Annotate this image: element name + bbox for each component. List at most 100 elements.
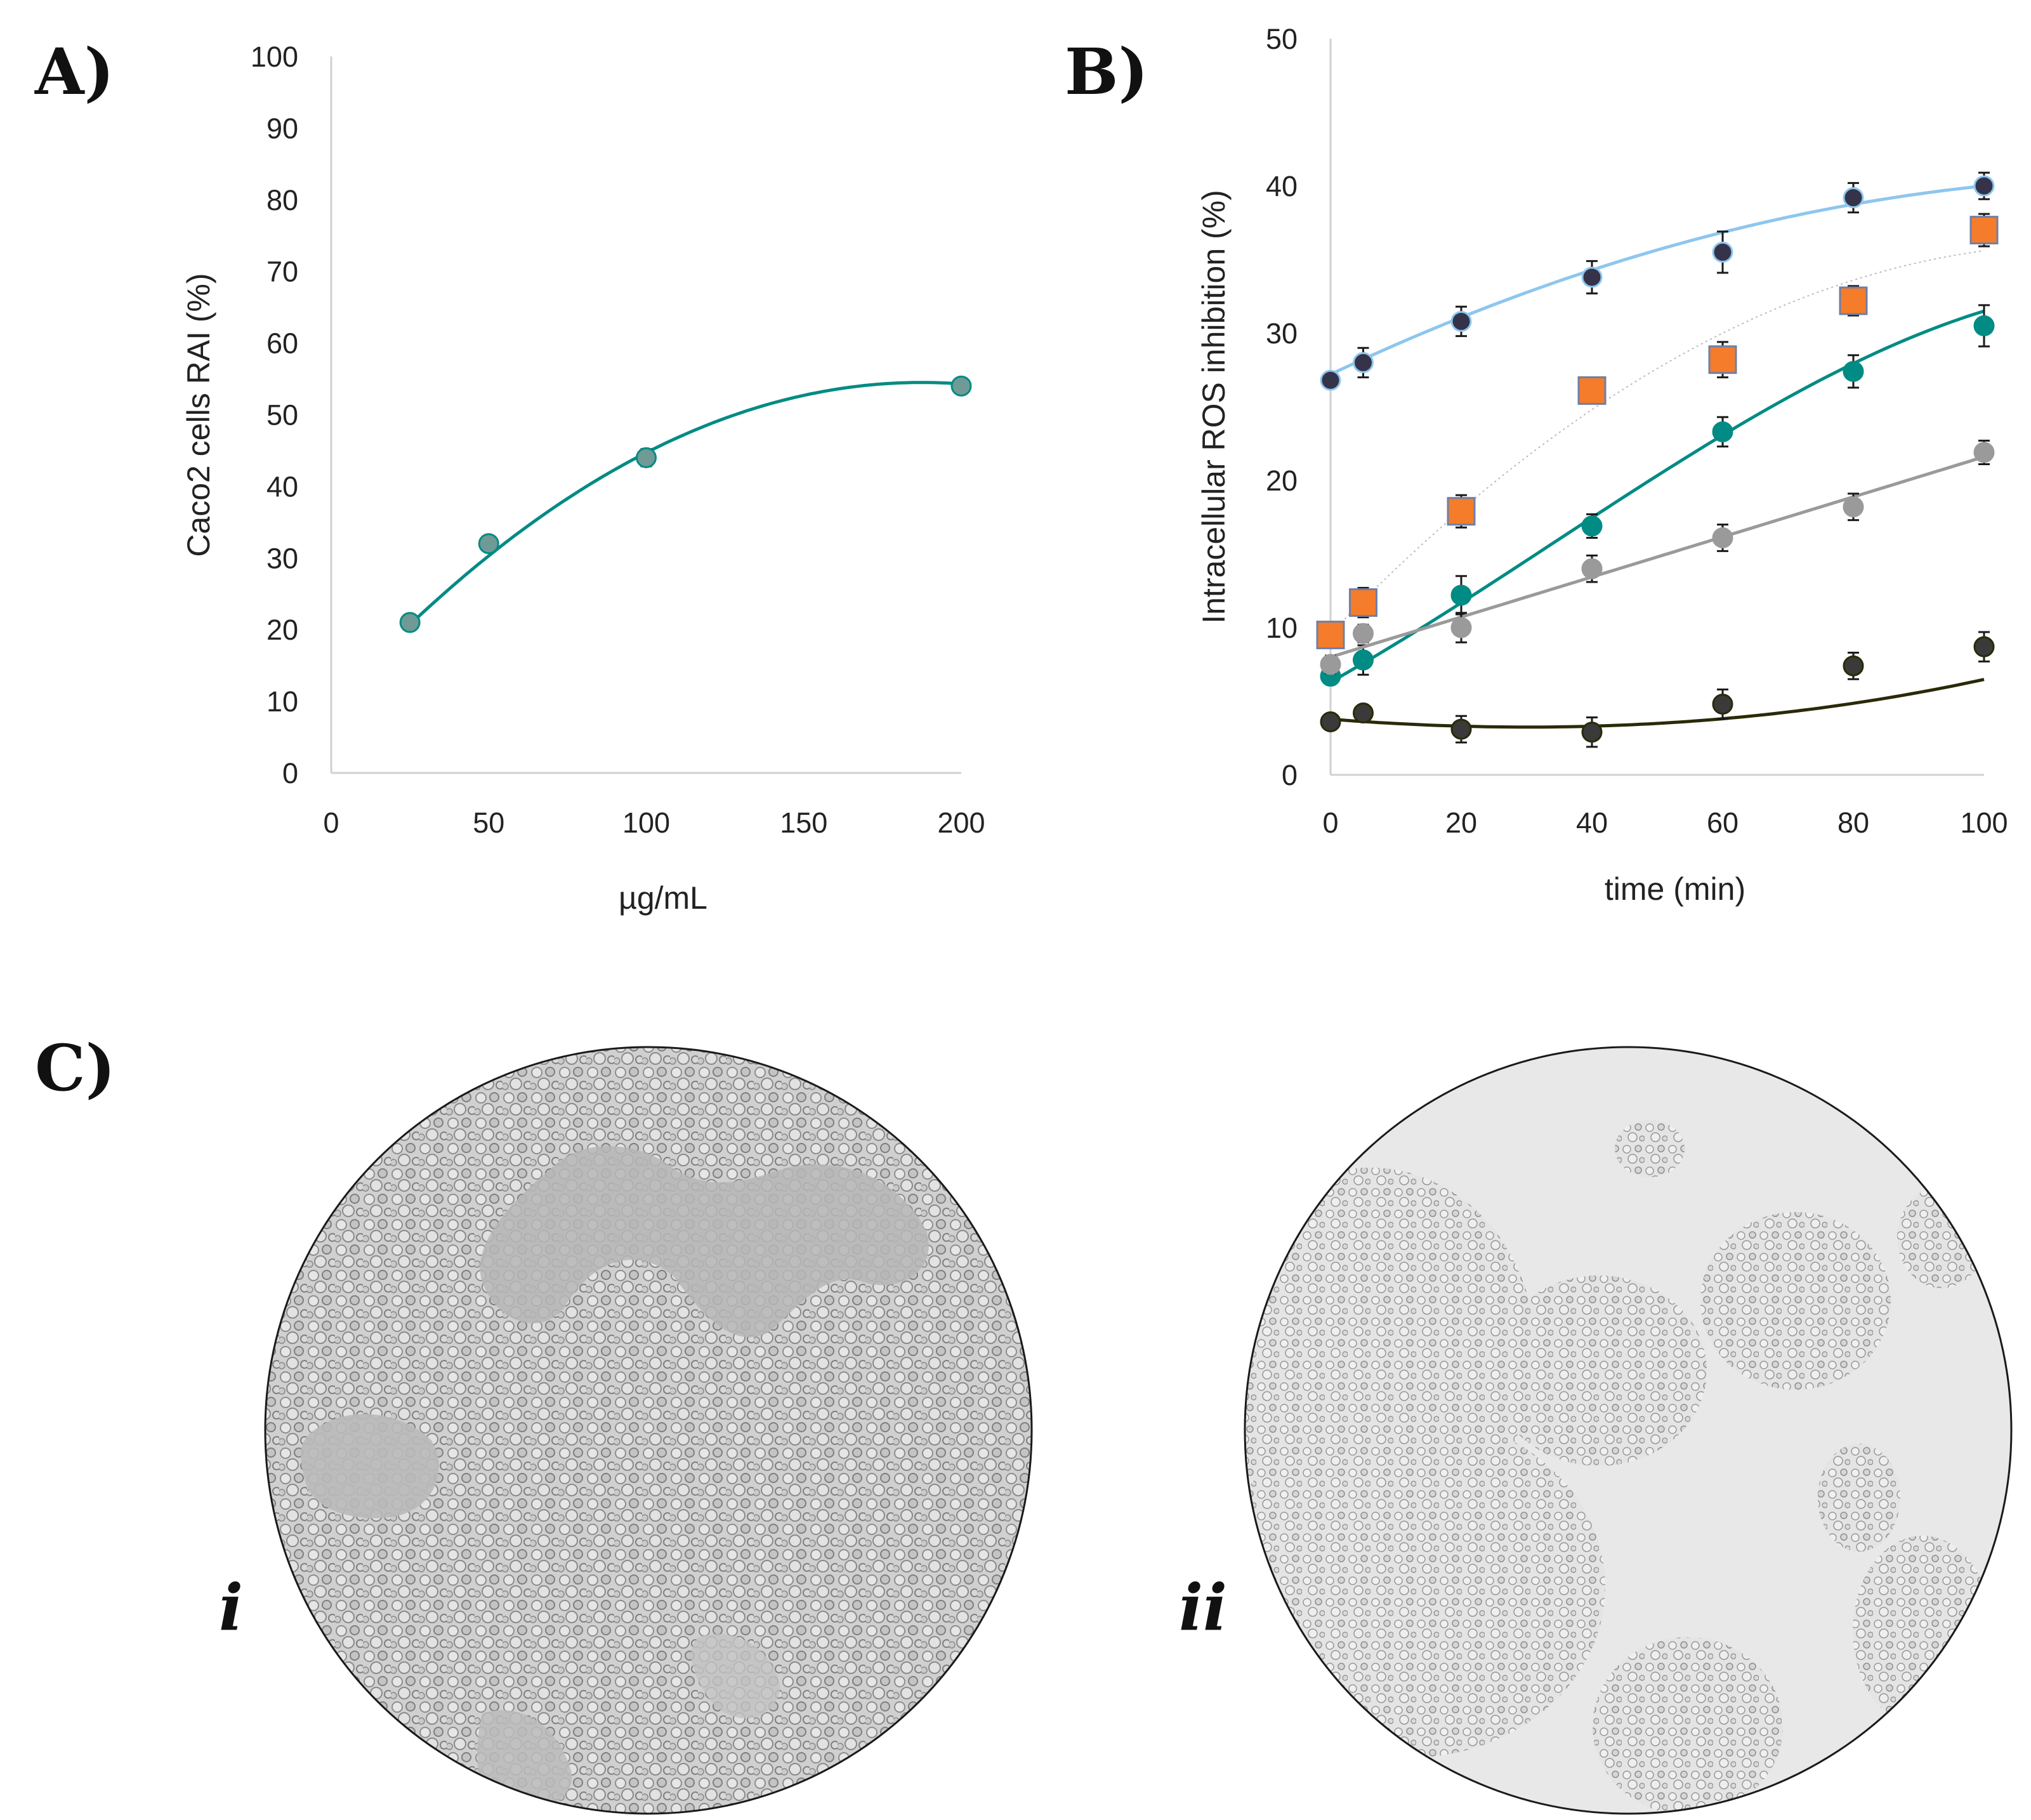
data-point <box>1973 442 1995 463</box>
data-point <box>1450 584 1472 606</box>
micrograph-i-content <box>265 1047 1032 1814</box>
series-dark <box>1320 631 1995 748</box>
data-point <box>1843 496 1864 518</box>
series-orange <box>1316 213 1999 650</box>
chart-b-x-tick: 0 <box>1322 807 1338 839</box>
chart-b-x-tick: 80 <box>1837 807 1869 839</box>
chart-a-x-tick: 200 <box>937 807 985 839</box>
data-point <box>1581 515 1603 537</box>
cell-colony-4 <box>1245 1415 1605 1758</box>
data-point <box>1353 623 1374 644</box>
data-point <box>1708 345 1737 374</box>
chart-a-y-tick: 90 <box>266 112 298 145</box>
data-point <box>1973 636 1995 657</box>
chart-a-x-tick: 50 <box>473 807 504 839</box>
chart-a-y-tick: 30 <box>266 542 298 574</box>
data-point <box>1581 722 1603 743</box>
data-point <box>1353 702 1374 724</box>
micrograph-i-border <box>264 1046 1033 1815</box>
data-point <box>950 375 972 397</box>
data-point <box>399 612 421 633</box>
chart-a-x-tick: 100 <box>622 807 670 839</box>
data-point <box>1353 352 1374 373</box>
data-point <box>1353 649 1374 671</box>
chart-b-y-tick: 20 <box>1266 465 1298 497</box>
chart-b-y-tick: 40 <box>1266 170 1298 202</box>
chart-a-y-tick: 100 <box>251 41 298 73</box>
data-point <box>1843 187 1864 209</box>
chart-a-y-ticks: 0 10 20 30 40 50 60 70 80 90 100 <box>251 41 298 789</box>
cell-colony-9 <box>1897 1187 1986 1288</box>
chart-a-plot <box>399 375 972 633</box>
chart-a-x-tick: 150 <box>780 807 827 839</box>
data-point <box>1450 310 1472 332</box>
chart-b-x-tick: 20 <box>1445 807 1477 839</box>
chart-a-y-tick: 80 <box>266 184 298 216</box>
chart-a-x-title: µg/mL <box>619 880 707 916</box>
cell-colony-3 <box>1700 1212 1891 1390</box>
data-point <box>1447 497 1476 526</box>
micrograph-label-i: i <box>219 1570 243 1645</box>
data-point <box>1969 216 1999 245</box>
data-point <box>1839 286 1868 315</box>
data-point <box>1973 315 1995 336</box>
chart-b-y-tick: 10 <box>1266 612 1298 644</box>
fit-line-dark <box>1330 678 1985 729</box>
cell-colony-2 <box>1491 1276 1707 1466</box>
micrograph-i-gap-left <box>301 1414 439 1519</box>
data-point <box>1577 376 1607 405</box>
data-point <box>1843 360 1864 382</box>
series-sky-fit <box>1320 171 1995 391</box>
chart-b-y-ticks: 0 10 20 30 40 50 <box>1266 23 1298 791</box>
chart-b-x-tick: 100 <box>1960 807 2008 839</box>
cell-colony-5 <box>1593 1637 1783 1814</box>
data-point <box>1581 558 1603 579</box>
data-point <box>1843 655 1864 676</box>
chart-a-y-tick: 50 <box>266 399 298 432</box>
data-point <box>1712 421 1733 442</box>
micrograph-ii <box>1244 1046 2013 1815</box>
micrograph-ii-border <box>1244 1046 2013 1815</box>
fit-line-teal <box>1329 309 1985 683</box>
chart-b-y-tick: 30 <box>1266 317 1298 350</box>
data-point <box>636 447 657 468</box>
data-point <box>478 533 499 555</box>
chart-a-x-tick: 0 <box>323 807 339 839</box>
chart-b-x-tick: 40 <box>1576 807 1608 839</box>
micrograph-i <box>264 1046 1033 1815</box>
chart-b-x-tick: 60 <box>1707 807 1739 839</box>
cell-colony-7 <box>1853 1536 1992 1726</box>
panel-label-c: C) <box>35 1031 115 1105</box>
micrograph-label-ii: ii <box>1179 1570 1227 1645</box>
panel-label-b: B) <box>1065 34 1148 109</box>
fit-line-orange <box>1330 250 1985 634</box>
micrograph-i-gap-upper <box>480 1146 929 1338</box>
micrograph-i-gap-small <box>691 1633 780 1718</box>
data-point <box>1450 617 1472 638</box>
chart-a-y-tick: 70 <box>266 256 298 288</box>
chart-a-y-tick: 40 <box>266 470 298 503</box>
chart-a-y-tick: 20 <box>266 614 298 646</box>
data-point <box>1581 267 1603 288</box>
cell-colony-6 <box>1818 1444 1900 1552</box>
chart-a-y-title: Caco2 cells RAI (%) <box>181 273 216 557</box>
data-point <box>1712 527 1733 548</box>
chart-b-x-ticks: 0 20 40 60 80 100 <box>1322 807 2008 839</box>
panel-label-a: A) <box>34 34 114 109</box>
fit-line-gray <box>1330 455 1985 659</box>
data-point <box>1712 241 1733 263</box>
cell-colony-8 <box>1615 1120 1685 1177</box>
chart-a-x-ticks: 0 50 100 150 200 <box>323 807 985 839</box>
data-point <box>1320 711 1341 732</box>
chart-b-plot <box>1316 171 1999 748</box>
data-point <box>1712 694 1733 715</box>
chart-b-y-tick: 0 <box>1282 759 1298 791</box>
data-point <box>1450 718 1472 740</box>
fit-line-sky-fit <box>1329 184 1985 376</box>
data-point <box>1349 588 1377 617</box>
series-RAI <box>399 375 972 633</box>
data-point <box>1320 369 1341 391</box>
series-gray <box>1320 439 1995 675</box>
chart-a-y-tick: 60 <box>266 327 298 360</box>
